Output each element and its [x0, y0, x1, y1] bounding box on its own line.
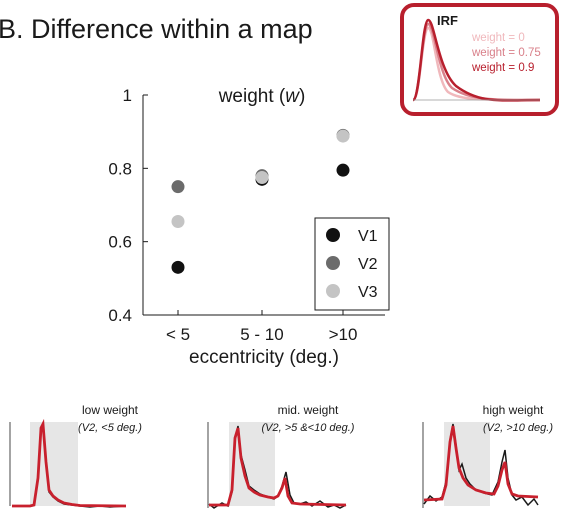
y-ticks: 0.4 0.6 0.8 1 [108, 86, 148, 325]
inset-title: IRF [437, 13, 458, 28]
legend-marker-v1 [326, 228, 340, 242]
point-v3-2 [337, 130, 350, 143]
x-axis-label: eccentricity (deg.) [189, 347, 339, 368]
point-v3-0 [172, 215, 185, 228]
example-panel-low: low weight (V2, <5 deg.) [10, 403, 142, 507]
chart-title: weight (w) [218, 86, 306, 107]
legend-marker-v2 [326, 256, 340, 270]
stimulus-block [30, 422, 78, 506]
example-sub-high: (V2, >10 deg.) [483, 422, 553, 434]
example-label-high: high weight [483, 403, 544, 417]
x-tick-label: < 5 [166, 325, 190, 344]
example-label-mid: mid. weight [278, 403, 339, 417]
example-label-low: low weight [82, 403, 139, 417]
inset-entry-0: weight = 0 [471, 32, 525, 44]
panel-title: B. Difference within a map [0, 14, 313, 44]
inset-entry-2: weight = 0.9 [471, 62, 534, 74]
y-tick-label: 0.6 [108, 233, 132, 252]
y-tick-label: 0.4 [108, 306, 132, 325]
point-v3-1 [256, 171, 269, 184]
example-sub-low: (V2, <5 deg.) [78, 422, 142, 434]
y-tick-label: 0.8 [108, 159, 132, 178]
point-v1-2 [337, 164, 350, 177]
example-panel-high: high weight (V2, >10 deg.) [423, 403, 553, 508]
point-v2-0 [172, 180, 185, 193]
legend-label-v1: V1 [358, 228, 378, 245]
y-tick-label: 1 [123, 86, 132, 105]
legend-marker-v3 [326, 284, 340, 298]
example-sub-mid: (V2, >5 &<10 deg.) [262, 422, 355, 434]
scatter-chart: weight (w) 0.4 0.6 0.8 1 < 5 5 - 10 >10 eccen… [108, 86, 389, 368]
point-v1-0 [172, 261, 185, 274]
irf-inset: IRF weight = 0 weight = 0.75 weight = 0.… [402, 5, 557, 114]
legend-label-v2: V2 [358, 256, 378, 273]
example-panel-mid: mid. weight (V2, >5 &<10 deg.) [208, 403, 355, 508]
chart-legend: V1 V2 V3 [315, 218, 389, 310]
x-tick-label: 5 - 10 [240, 325, 283, 344]
x-tick-label: >10 [329, 325, 358, 344]
legend-label-v3: V3 [358, 284, 378, 301]
inset-entry-1: weight = 0.75 [471, 47, 541, 59]
